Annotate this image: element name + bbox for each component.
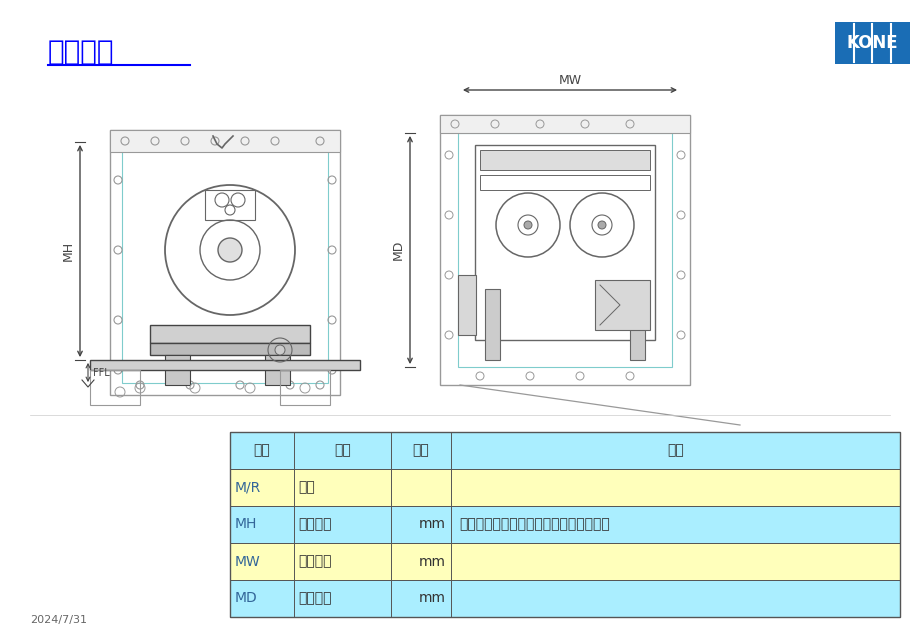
Bar [90, 360, 359, 370]
Text: MH: MH [62, 241, 74, 261]
Text: 单位: 单位 [412, 443, 429, 457]
Bar [458, 275, 475, 335]
Text: MH: MH [234, 517, 257, 531]
Text: MD: MD [234, 592, 257, 606]
Text: 机房: 机房 [299, 480, 315, 494]
Bar [150, 343, 310, 355]
Bar [110, 130, 340, 152]
Circle shape [218, 238, 242, 262]
Bar [595, 280, 650, 330]
Bar [484, 289, 499, 360]
Bar [834, 22, 909, 64]
Bar [279, 370, 330, 405]
Bar [439, 115, 689, 133]
Text: 机房宽度: 机房宽度 [299, 554, 332, 568]
Bar [458, 133, 671, 367]
Bar [474, 145, 654, 340]
Text: KONE: KONE [845, 34, 897, 52]
Bar [230, 469, 899, 506]
Text: mm: mm [419, 554, 446, 568]
Bar [230, 580, 899, 617]
Text: mm: mm [419, 592, 446, 606]
Bar [165, 355, 190, 385]
Text: 机房高度: 机房高度 [299, 517, 332, 531]
Circle shape [524, 221, 531, 229]
Text: 含义: 含义 [334, 443, 350, 457]
Bar [480, 150, 650, 170]
Text: 定义: 定义 [666, 443, 683, 457]
Text: FFL: FFL [93, 368, 109, 378]
Bar [122, 142, 328, 383]
Bar [150, 325, 310, 343]
Bar [230, 432, 899, 617]
Bar [230, 432, 899, 469]
Text: 现场勘查: 现场勘查 [48, 38, 114, 66]
Bar [205, 190, 255, 220]
Bar [630, 289, 644, 360]
Text: MW: MW [234, 554, 260, 568]
Text: 2024/7/31: 2024/7/31 [30, 615, 87, 625]
Bar [90, 370, 140, 405]
Bar [439, 115, 689, 385]
Text: MD: MD [391, 240, 404, 260]
Circle shape [275, 345, 285, 355]
Text: 机房地面至机房楼板的梁或吸钉的净高度: 机房地面至机房楼板的梁或吸钉的净高度 [459, 517, 609, 531]
Bar [230, 543, 899, 580]
Text: 机房深度: 机房深度 [299, 592, 332, 606]
Text: 缩写: 缩写 [253, 443, 270, 457]
Bar [265, 355, 289, 385]
Bar [110, 130, 340, 395]
Text: M/R: M/R [234, 480, 261, 494]
Bar [230, 506, 899, 543]
Text: mm: mm [419, 517, 446, 531]
Circle shape [597, 221, 606, 229]
Text: MW: MW [558, 73, 581, 87]
Bar [480, 175, 650, 190]
